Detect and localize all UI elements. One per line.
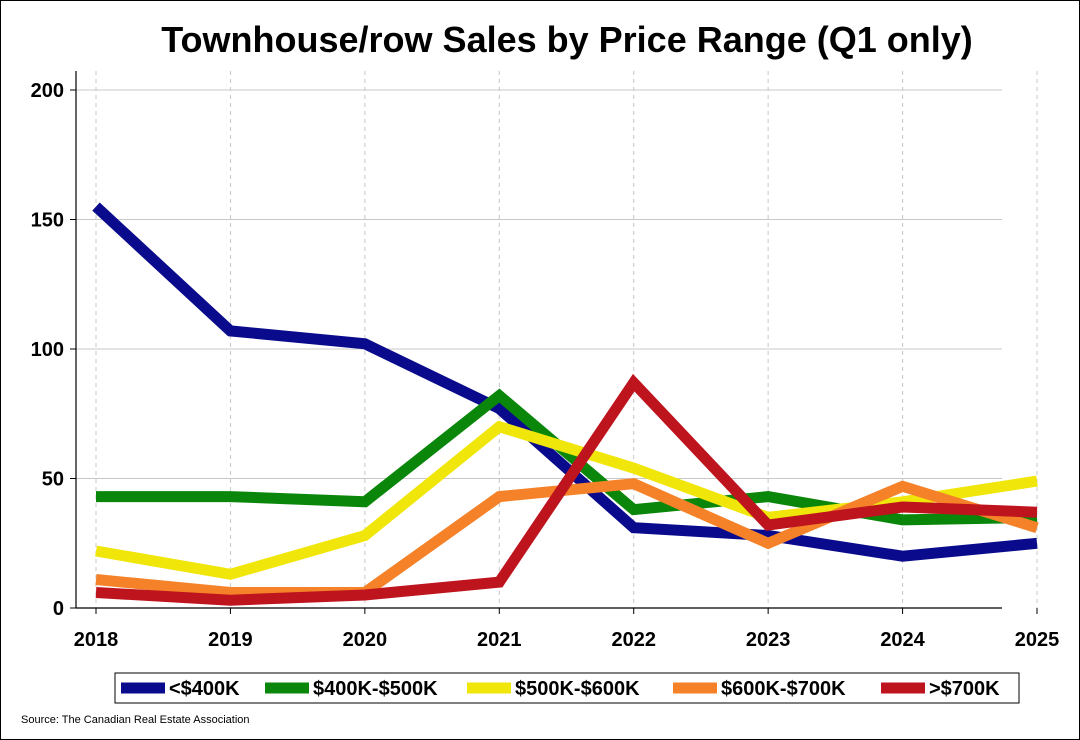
x-tick-label: 2024 [880, 629, 925, 651]
source-note: Source: The Canadian Real Estate Associa… [21, 714, 250, 726]
x-tick-label: 2021 [477, 629, 522, 651]
series-line-2 [95, 420, 1038, 580]
chart-title: Townhouse/row Sales by Price Range (Q1 o… [161, 19, 973, 60]
y-tick-label: 0 [53, 598, 64, 620]
x-tick-label: 2019 [208, 629, 253, 651]
legend: <$400K $400K-$500K $500K-$600K $600K-$700K >… [114, 672, 1020, 704]
x-tick-label: 2023 [746, 629, 791, 651]
y-tick-label: 150 [31, 210, 64, 232]
y-tick-label: 200 [31, 80, 64, 102]
grid [76, 71, 1038, 608]
y-tick-label: 100 [31, 339, 64, 361]
x-tick-label: 2025 [1015, 629, 1060, 651]
x-tick-label: 2020 [343, 629, 388, 651]
x-tick-label: 2022 [611, 629, 656, 651]
series-line-0 [92, 202, 1038, 562]
legend-label-0: <$400K [169, 678, 240, 700]
series-lines [92, 202, 1039, 606]
axes: 0 50 100 150 200 2018 2019 2020 2021 2022 2023 2024… [31, 71, 1060, 651]
legend-label-2: $500K-$600K [515, 678, 640, 700]
y-tick-label: 50 [42, 469, 64, 491]
x-tick-label: 2018 [74, 629, 119, 651]
series-line-4 [95, 373, 1038, 606]
legend-label-1: $400K-$500K [313, 678, 438, 700]
legend-label-4: >$700K [929, 678, 1000, 700]
legend-label-3: $600K-$700K [721, 678, 846, 700]
